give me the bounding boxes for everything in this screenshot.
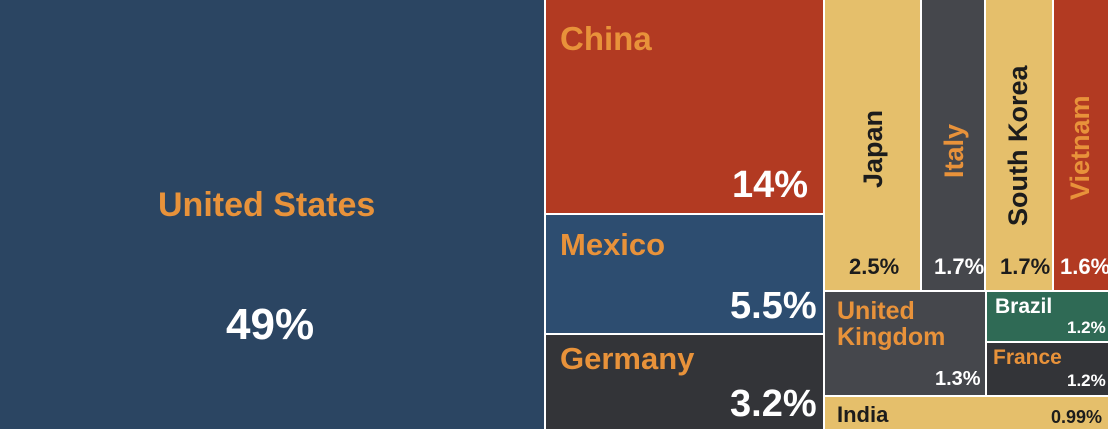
tile-china: China 14% [546,0,825,215]
value-germany: 3.2% [730,383,817,425]
value-italy: 1.7% [934,254,985,279]
value-mexico: 5.5% [730,285,817,327]
label-japan: Japan [858,109,888,188]
tile-vietnam: Vietnam 1.6% [1054,0,1110,292]
value-vietnam: 1.6% [1060,254,1110,279]
tile-brazil: Brazil 1.2% [987,292,1110,343]
tile-united-kingdom: United Kingdom 1.3% [825,292,987,397]
label-south-korea: South Korea [1003,65,1033,226]
label-united-kingdom: United Kingdom [837,297,946,352]
value-india: 0.99% [1051,407,1103,427]
value-france: 1.2% [1067,371,1106,390]
value-japan: 2.5% [849,254,900,279]
tile-india: India 0.99% [825,397,1110,431]
tile-italy: Italy 1.7% [922,0,986,292]
label-vietnam: Vietnam [1065,95,1095,200]
value-united-states: 49% [226,300,315,349]
value-united-kingdom: 1.3% [935,368,981,390]
value-china: 14% [732,164,809,206]
label-brazil: Brazil [995,295,1053,318]
label-germany: Germany [560,341,695,376]
tile-japan: Japan 2.5% [825,0,922,292]
label-india: India [837,402,889,427]
tile-united-states: United States 49% [0,0,546,431]
label-mexico: Mexico [560,227,666,262]
label-italy: Italy [939,123,969,178]
tile-france: France 1.2% [987,343,1110,397]
tile-mexico: Mexico 5.5% [546,215,825,335]
label-united-states: United States [158,186,376,224]
value-brazil: 1.2% [1067,318,1106,337]
tile-germany: Germany 3.2% [546,335,825,431]
tile-south-korea: South Korea 1.7% [986,0,1054,292]
label-china: China [560,20,652,57]
label-france: France [993,346,1062,369]
value-south-korea: 1.7% [1000,254,1051,279]
